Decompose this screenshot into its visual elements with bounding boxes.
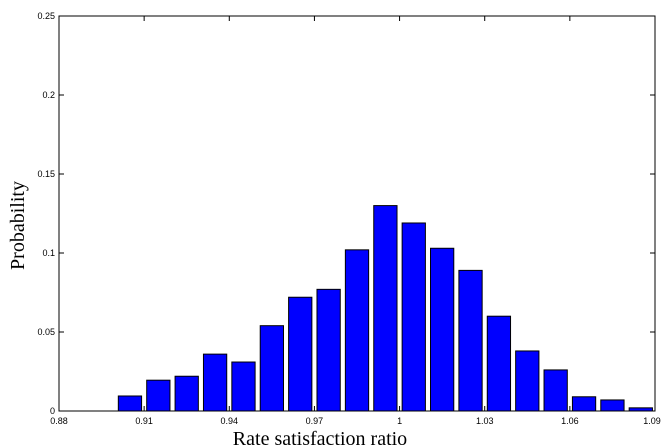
x-tick-label: 0.88 [50,416,68,426]
x-tick-label: 1.09 [643,416,661,426]
y-tick-label: 0.1 [42,248,55,258]
bar [316,288,341,412]
bar [571,396,597,412]
y-tick-label: 0.25 [37,11,55,21]
bar [458,269,483,412]
bars-group [117,205,653,412]
x-axis-ticks: 0.88 0.91 0.94 0.97 1 1.03 1.06 1.09 [50,16,661,426]
bar [344,249,370,412]
plot-frame [58,15,656,412]
x-tick-label: 0.91 [135,416,153,426]
x-tick-label: 1.06 [561,416,579,426]
y-axis-ticks: 0 0.05 0.1 0.15 0.2 0.25 [37,11,655,416]
bar [174,375,199,412]
bar [600,399,625,412]
y-tick-label: 0.05 [37,327,55,337]
bar [515,350,540,412]
x-tick-label: 0.94 [221,416,239,426]
x-axis-label: Rate satisfaction ratio [233,428,407,447]
y-tick-label: 0 [50,406,55,416]
bar [373,205,398,412]
x-tick-label: 1 [397,416,402,426]
bar [259,325,284,412]
bar [288,296,313,412]
bar [486,315,512,412]
x-tick-label: 0.97 [306,416,324,426]
y-axis-label: Probability [7,181,29,270]
bar [146,379,171,412]
y-tick-label: 0.15 [37,169,55,179]
bar [117,395,143,412]
x-tick-label: 1.03 [476,416,494,426]
bar [202,353,228,412]
y-tick-label: 0.2 [42,90,55,100]
bar [401,222,426,412]
bar [543,369,568,412]
bar [430,247,455,412]
bar [231,361,256,412]
